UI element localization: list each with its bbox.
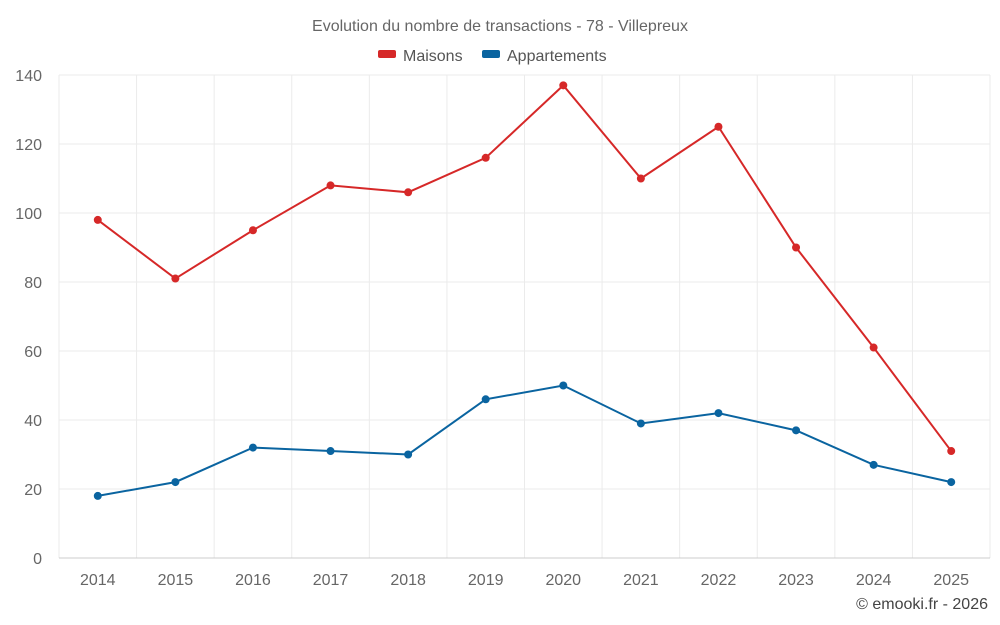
data-point-appartements[interactable] xyxy=(947,478,956,487)
data-point-appartements[interactable] xyxy=(404,450,413,459)
x-tick-label: 2025 xyxy=(933,572,969,589)
data-point-maisons[interactable] xyxy=(93,215,102,224)
legend-label-appartements: Appartements xyxy=(507,48,607,65)
series-line-appartements xyxy=(97,384,952,497)
legend-swatch-maisons xyxy=(378,50,396,58)
data-point-appartements[interactable] xyxy=(481,395,490,404)
legend-item-maisons[interactable]: Maisons xyxy=(378,48,463,65)
credit-text[interactable]: © emooki.fr - 2026 xyxy=(856,596,988,613)
legend-label-maisons: Maisons xyxy=(403,48,463,65)
x-tick-label: 2016 xyxy=(235,572,271,589)
y-tick-label: 20 xyxy=(24,482,42,499)
y-tick-label: 0 xyxy=(33,551,42,568)
y-tick-label: 60 xyxy=(24,344,42,361)
data-point-maisons[interactable] xyxy=(481,153,490,162)
data-point-maisons[interactable] xyxy=(636,174,645,183)
data-point-maisons[interactable] xyxy=(559,81,568,90)
plot-area xyxy=(93,81,956,500)
data-point-appartements[interactable] xyxy=(714,409,723,418)
data-point-maisons[interactable] xyxy=(326,181,335,190)
y-tick-label: 80 xyxy=(24,275,42,292)
x-tick-label: 2022 xyxy=(701,572,737,589)
data-point-appartements[interactable] xyxy=(636,419,645,428)
data-point-maisons[interactable] xyxy=(947,447,956,456)
data-point-maisons[interactable] xyxy=(171,274,180,283)
grid xyxy=(58,74,991,558)
y-tick-label: 40 xyxy=(24,413,42,430)
x-tick-label: 2024 xyxy=(856,572,892,589)
data-point-maisons[interactable] xyxy=(869,343,878,352)
y-tick-label: 100 xyxy=(15,206,42,223)
data-point-maisons[interactable] xyxy=(248,226,257,235)
data-point-maisons[interactable] xyxy=(714,122,723,131)
legend[interactable]: Maisons Appartements xyxy=(378,48,607,65)
data-point-appartements[interactable] xyxy=(869,460,878,469)
data-point-appartements[interactable] xyxy=(171,478,180,487)
y-tick-label: 120 xyxy=(15,137,42,154)
chart-title: Evolution du nombre de transactions - 78… xyxy=(312,18,688,35)
data-point-appartements[interactable] xyxy=(792,426,801,435)
series-line-maisons xyxy=(97,83,953,452)
legend-item-appartements[interactable]: Appartements xyxy=(482,48,607,65)
legend-swatch-appartements xyxy=(482,50,500,58)
x-tick-label: 2019 xyxy=(468,572,504,589)
x-tick-label: 2014 xyxy=(80,572,116,589)
x-tick-label: 2021 xyxy=(623,572,659,589)
x-tick-label: 2020 xyxy=(545,572,581,589)
data-point-maisons[interactable] xyxy=(404,188,413,197)
y-tick-label: 140 xyxy=(15,68,42,85)
x-tick-label: 2017 xyxy=(313,572,349,589)
y-axis-ticks: 0 20 40 60 80 100 120 140 xyxy=(15,68,42,568)
x-tick-label: 2018 xyxy=(390,572,426,589)
data-point-appartements[interactable] xyxy=(248,443,257,452)
data-point-appartements[interactable] xyxy=(93,491,102,500)
x-axis-ticks: 2014 2015 2016 2017 2018 2019 2020 2021 2022 2023… xyxy=(80,572,969,589)
x-tick-label: 2015 xyxy=(158,572,194,589)
data-point-appartements[interactable] xyxy=(326,447,335,456)
data-point-appartements[interactable] xyxy=(559,381,568,390)
x-tick-label: 2023 xyxy=(778,572,814,589)
data-point-maisons[interactable] xyxy=(792,243,801,252)
